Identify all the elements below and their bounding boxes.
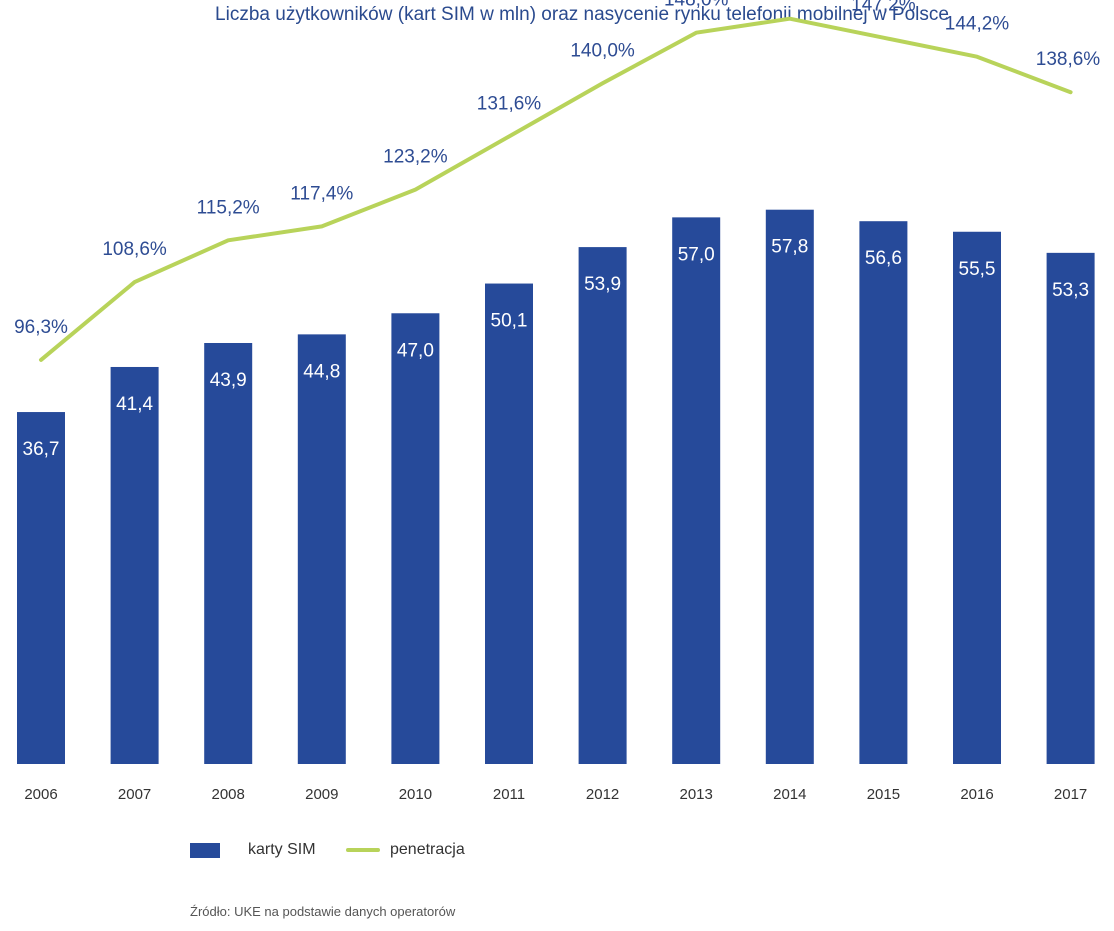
legend-item-karty-sim: karty SIM bbox=[190, 838, 316, 862]
bar-value-label-2010: 47,0 bbox=[397, 340, 434, 361]
bar-karty-sim-2012 bbox=[578, 247, 627, 764]
bar-karty-sim-2011 bbox=[485, 283, 533, 764]
legend-swatch-line bbox=[346, 848, 380, 852]
penetracja-value-label-2011: 131,6% bbox=[477, 93, 542, 114]
legend-item-penetracja: penetracja bbox=[346, 838, 465, 862]
x-tick-label-2009: 2009 bbox=[305, 786, 338, 803]
labels-layer: 36,7 41,4 43,9 44,8 47,0 50,1 53,9 57,0 57,8 56,6… bbox=[14, 0, 1100, 460]
x-tick-label-2013: 2013 bbox=[680, 786, 713, 803]
x-tick-label-2015: 2015 bbox=[867, 786, 900, 803]
penetracja-value-label-2012: 140,0% bbox=[570, 40, 635, 61]
penetracja-value-label-2008: 115,2% bbox=[197, 197, 260, 218]
x-axis-ticks: 2006 2007 2008 2009 2010 2011 2012 2013 2014 2015… bbox=[24, 786, 1087, 803]
bar-value-label-2017: 53,3 bbox=[1052, 280, 1089, 301]
penetracja-value-label-2009: 117,4% bbox=[290, 183, 353, 204]
bar-karty-sim-2013 bbox=[672, 217, 721, 764]
bar-value-label-2015: 56,6 bbox=[865, 248, 902, 269]
x-tick-label-2010: 2010 bbox=[399, 786, 432, 803]
x-tick-label-2007: 2007 bbox=[118, 786, 151, 803]
bar-value-label-2014: 57,8 bbox=[771, 237, 808, 258]
bar-value-label-2012: 53,9 bbox=[584, 274, 621, 295]
line-penetracja bbox=[39, 16, 1073, 362]
bar-value-label-2016: 55,5 bbox=[959, 259, 996, 280]
bar-karty-sim-2006 bbox=[17, 412, 65, 764]
bar-karty-sim-2015 bbox=[859, 221, 908, 764]
line-layer bbox=[39, 16, 1073, 362]
x-tick-label-2016: 2016 bbox=[960, 786, 993, 803]
bar-karty-sim-2016 bbox=[953, 231, 1001, 764]
bar-karty-sim-2009 bbox=[297, 334, 346, 764]
x-tick-label-2014: 2014 bbox=[773, 786, 806, 803]
bar-value-label-2008: 43,9 bbox=[210, 370, 247, 391]
bar-value-label-2009: 44,8 bbox=[303, 361, 340, 382]
bar-karty-sim-2017 bbox=[1046, 252, 1095, 764]
x-tick-label-2012: 2012 bbox=[586, 786, 619, 803]
legend-label-penetracja: penetracja bbox=[390, 841, 465, 858]
bar-value-label-2013: 57,0 bbox=[678, 244, 715, 265]
penetracja-value-label-2007: 108,6% bbox=[102, 239, 167, 260]
bar-karty-sim-2008 bbox=[204, 342, 253, 764]
bar-value-label-2006: 36,7 bbox=[23, 439, 60, 460]
x-tick-label-2006: 2006 bbox=[24, 786, 57, 803]
penetracja-value-label-2010: 123,2% bbox=[383, 147, 448, 168]
bar-karty-sim-2007 bbox=[110, 366, 159, 764]
bar-value-label-2007: 41,4 bbox=[116, 394, 153, 415]
penetracja-value-label-2017: 138,6% bbox=[1036, 49, 1101, 70]
x-tick-label-2011: 2011 bbox=[493, 786, 525, 803]
penetracja-value-label-2006: 96,3% bbox=[14, 317, 68, 338]
bar-karty-sim-2010 bbox=[391, 313, 440, 764]
bar-value-label-2011: 50,1 bbox=[491, 311, 528, 332]
penetracja-value-label-2016: 144,2% bbox=[945, 14, 1010, 35]
legend-label-karty-sim: karty SIM bbox=[248, 841, 316, 858]
legend-swatch-bar bbox=[190, 842, 220, 858]
x-tick-label-2008: 2008 bbox=[212, 786, 245, 803]
bars-layer bbox=[17, 209, 1095, 764]
penetracja-value-label-2013: 148,0% bbox=[664, 0, 729, 11]
source-note: Źródło: UKE na podstawie danych operator… bbox=[190, 904, 456, 919]
bar-karty-sim-2014 bbox=[765, 209, 814, 764]
x-tick-label-2017: 2017 bbox=[1054, 786, 1087, 803]
penetracja-value-label-2015: 147,2% bbox=[851, 0, 916, 16]
chart-title: Liczba użytkowników (kart SIM w mln) ora… bbox=[215, 4, 949, 25]
